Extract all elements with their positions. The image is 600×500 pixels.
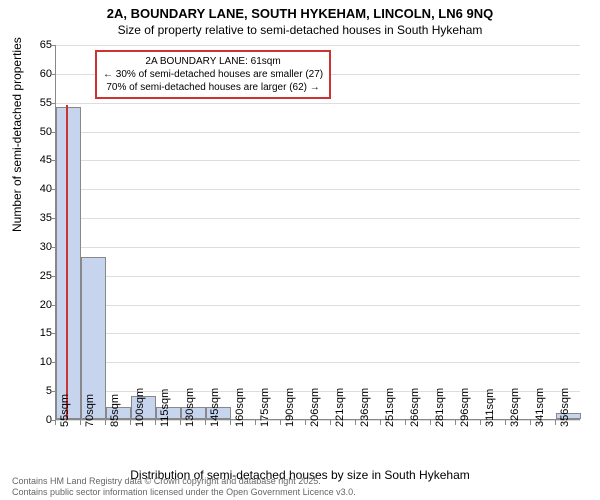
x-tick xyxy=(280,420,281,425)
gridline xyxy=(56,103,580,104)
x-tick-label: 281sqm xyxy=(434,388,446,427)
x-tick xyxy=(480,420,481,425)
x-tick xyxy=(55,420,56,425)
gridline xyxy=(56,333,580,334)
x-tick-label: 311sqm xyxy=(484,389,496,427)
chart-title-main: 2A, BOUNDARY LANE, SOUTH HYKEHAM, LINCOL… xyxy=(0,0,600,21)
x-tick xyxy=(405,420,406,425)
x-tick xyxy=(205,420,206,425)
x-tick-label: 130sqm xyxy=(184,388,196,427)
x-tick xyxy=(555,420,556,425)
x-tick-label: 100sqm xyxy=(134,388,146,427)
gridline xyxy=(56,132,580,133)
y-tick xyxy=(50,305,55,306)
x-tick xyxy=(230,420,231,425)
footer-text: Contains HM Land Registry data © Crown c… xyxy=(12,476,356,498)
highlight-marker xyxy=(66,105,68,419)
x-tick xyxy=(330,420,331,425)
footer-line1: Contains HM Land Registry data © Crown c… xyxy=(12,476,356,487)
annotation-line2: ← 30% of semi-detached houses are smalle… xyxy=(103,68,323,81)
x-tick xyxy=(355,420,356,425)
x-tick-label: 221sqm xyxy=(334,388,346,427)
gridline xyxy=(56,45,580,46)
y-tick xyxy=(50,247,55,248)
x-tick xyxy=(380,420,381,425)
x-tick xyxy=(155,420,156,425)
x-tick xyxy=(255,420,256,425)
x-tick xyxy=(505,420,506,425)
x-tick-label: 115sqm xyxy=(159,389,171,427)
x-tick xyxy=(80,420,81,425)
x-tick-label: 160sqm xyxy=(234,388,246,427)
y-tick xyxy=(50,362,55,363)
footer-line2: Contains public sector information licen… xyxy=(12,487,356,498)
x-tick-label: 145sqm xyxy=(209,388,221,427)
x-tick xyxy=(430,420,431,425)
gridline xyxy=(56,305,580,306)
x-tick xyxy=(455,420,456,425)
annotation-line3: 70% of semi-detached houses are larger (… xyxy=(103,81,323,94)
x-tick-label: 341sqm xyxy=(534,388,546,427)
gridline xyxy=(56,218,580,219)
x-tick xyxy=(530,420,531,425)
x-tick-label: 356sqm xyxy=(559,388,571,427)
x-tick-label: 175sqm xyxy=(259,388,271,427)
x-tick-label: 266sqm xyxy=(409,388,421,427)
annotation-line1: 2A BOUNDARY LANE: 61sqm xyxy=(103,55,323,68)
x-tick-label: 296sqm xyxy=(459,388,471,427)
x-tick-label: 326sqm xyxy=(509,388,521,427)
x-tick-label: 251sqm xyxy=(384,388,396,427)
gridline xyxy=(56,247,580,248)
x-tick xyxy=(305,420,306,425)
x-tick-label: 70sqm xyxy=(84,394,96,427)
chart-title-sub: Size of property relative to semi-detach… xyxy=(0,21,600,37)
gridline xyxy=(56,276,580,277)
y-tick xyxy=(50,160,55,161)
x-tick-label: 236sqm xyxy=(359,388,371,427)
bar xyxy=(56,107,81,419)
y-tick xyxy=(50,333,55,334)
y-tick xyxy=(50,103,55,104)
y-tick xyxy=(50,74,55,75)
gridline xyxy=(56,160,580,161)
x-tick-label: 206sqm xyxy=(309,388,321,427)
x-tick xyxy=(130,420,131,425)
gridline xyxy=(56,362,580,363)
x-tick-label: 55sqm xyxy=(59,394,71,427)
x-tick-label: 190sqm xyxy=(284,388,296,427)
y-tick xyxy=(50,276,55,277)
x-tick-label: 85sqm xyxy=(109,394,121,427)
gridline xyxy=(56,189,580,190)
chart-plot-area xyxy=(55,45,580,420)
y-tick xyxy=(50,189,55,190)
y-tick xyxy=(50,45,55,46)
y-tick xyxy=(50,218,55,219)
annotation-box: 2A BOUNDARY LANE: 61sqm ← 30% of semi-de… xyxy=(95,50,331,99)
y-axis-title: Number of semi-detached properties xyxy=(10,37,24,232)
y-tick xyxy=(50,391,55,392)
x-tick xyxy=(105,420,106,425)
y-tick xyxy=(50,132,55,133)
x-tick xyxy=(180,420,181,425)
